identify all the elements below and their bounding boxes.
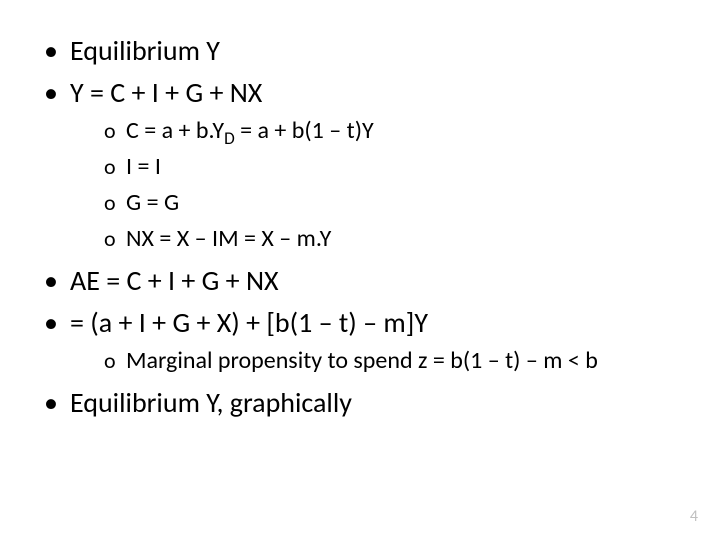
bullet-text: = (a + I + G + X) + [b(1 – t) – m]Y <box>70 305 428 340</box>
subbullet-text: G = G <box>126 188 179 217</box>
bullet-ae-expanded: = (a + I + G + X) + [b(1 – t) – m]Y Marg… <box>40 304 680 378</box>
subscript-d: D <box>224 127 235 148</box>
bullet-list-level1: Equilibrium Y Y = C + I + G + NX C = a +… <box>40 32 680 421</box>
bullet-list-level2: C = a + b.YD = a + b(1 – t)Y I = I G = G… <box>70 114 680 256</box>
subbullet-mps: Marginal propensity to spend z = b(1 – t… <box>104 344 680 378</box>
subbullet-government: G = G <box>104 186 680 220</box>
slide: Equilibrium Y Y = C + I + G + NX C = a +… <box>0 0 720 540</box>
bullet-y-identity: Y = C + I + G + NX C = a + b.YD = a + b(… <box>40 74 680 256</box>
subbullet-text: NX = X – IM = X – m.Y <box>126 224 331 253</box>
subbullet-consumption: C = a + b.YD = a + b(1 – t)Y <box>104 114 680 148</box>
bullet-ae-identity: AE = C + I + G + NX <box>40 262 680 300</box>
subbullet-net-exports: NX = X – IM = X – m.Y <box>104 222 680 256</box>
subbullet-text: I = I <box>126 152 161 181</box>
subbullet-text-post: = a + b(1 – t)Y <box>235 116 374 145</box>
bullet-equilibrium-graphically: Equilibrium Y, graphically <box>40 384 680 422</box>
subbullet-investment: I = I <box>104 150 680 184</box>
bullet-list-level2: Marginal propensity to spend z = b(1 – t… <box>70 344 680 378</box>
bullet-text: Y = C + I + G + NX <box>70 75 262 110</box>
subbullet-text-pre: C = a + b.Y <box>126 116 224 145</box>
subbullet-text: Marginal propensity to spend z = b(1 – t… <box>126 346 598 375</box>
bullet-text: Equilibrium Y, graphically <box>70 385 352 420</box>
page-number: 4 <box>690 507 698 526</box>
bullet-text: Equilibrium Y <box>70 33 220 68</box>
bullet-text: AE = C + I + G + NX <box>70 263 279 298</box>
bullet-equilibrium-y: Equilibrium Y <box>40 32 680 70</box>
